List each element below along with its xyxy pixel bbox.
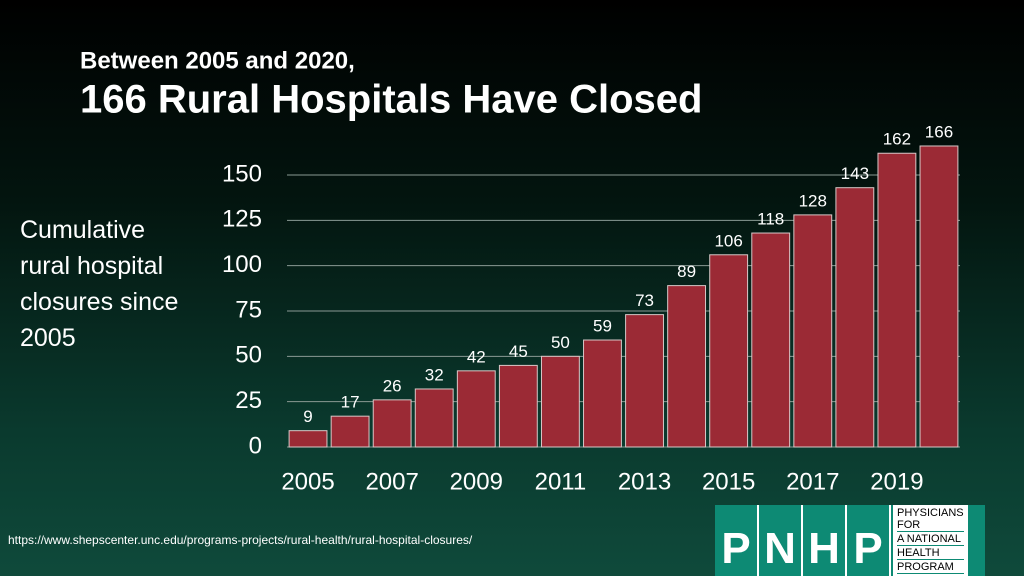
subtitle: Between 2005 and 2020, (80, 47, 355, 74)
bar (372, 399, 412, 448)
bar (877, 152, 917, 448)
y-tick-label: 100 (222, 251, 262, 278)
bar (288, 430, 328, 448)
value-label: 73 (635, 291, 654, 310)
bar (709, 254, 749, 448)
bar (625, 314, 664, 448)
logo-letter: P (715, 505, 757, 576)
x-tick-label: 2019 (870, 468, 923, 495)
bar (793, 214, 833, 448)
bar (414, 388, 454, 448)
value-label: 45 (509, 342, 528, 361)
value-label: 32 (425, 365, 444, 384)
logo-letter: P (847, 505, 889, 576)
value-label: 143 (841, 164, 869, 183)
logo-text: PHYSICIANS FOR A NATIONAL HEALTH PROGRAM (891, 505, 968, 576)
value-label: 26 (383, 376, 402, 395)
value-label: 42 (467, 347, 486, 366)
bar (751, 232, 791, 448)
source: https://www.shepscenter.unc.edu/programs… (8, 533, 473, 547)
bar (456, 370, 496, 448)
bar (330, 415, 370, 448)
logo-letter: H (803, 505, 845, 576)
x-tick-label: 2017 (786, 468, 839, 495)
bar (540, 355, 580, 448)
y-axis-label: Cumulative rural hospital closures since… (20, 216, 179, 352)
value-label: 59 (593, 316, 612, 335)
logo-letter: N (759, 505, 801, 576)
logo-line: PHYSICIANS FOR (897, 507, 964, 533)
bar (498, 364, 538, 448)
value-label: 128 (799, 191, 827, 210)
y-tick-label: 75 (235, 296, 262, 323)
logo-line: HEALTH (897, 547, 964, 560)
bar (919, 145, 959, 448)
value-label: 89 (677, 262, 696, 281)
value-label: 106 (714, 231, 742, 250)
value-label: 50 (551, 333, 570, 352)
value-label: 9 (303, 407, 312, 426)
x-tick-label: 2015 (702, 468, 755, 495)
y-tick-label: 50 (235, 342, 262, 369)
x-tick-label: 2009 (450, 468, 503, 495)
y-tick-label: 0 (249, 432, 262, 459)
value-label: 162 (883, 130, 911, 149)
x-tick-label: 2005 (281, 468, 334, 495)
y-tick-label: 125 (222, 206, 262, 233)
title: 166 Rural Hospitals Have Closed (80, 78, 702, 122)
x-tick-label: 2011 (535, 468, 587, 495)
x-tick-label: 2013 (618, 468, 671, 495)
bar (583, 339, 622, 448)
y-tick-label: 25 (235, 387, 262, 414)
bar (667, 285, 707, 448)
logo-line: A NATIONAL (897, 533, 964, 547)
value-label: 17 (341, 393, 360, 412)
bar (835, 187, 875, 448)
logo-icon (967, 505, 985, 576)
y-tick-label: 150 (222, 160, 262, 187)
x-tick-label: 2007 (365, 468, 418, 495)
value-label: 166 (925, 122, 953, 141)
value-label: 118 (757, 210, 784, 229)
logo-line: PROGRAM (897, 561, 964, 574)
